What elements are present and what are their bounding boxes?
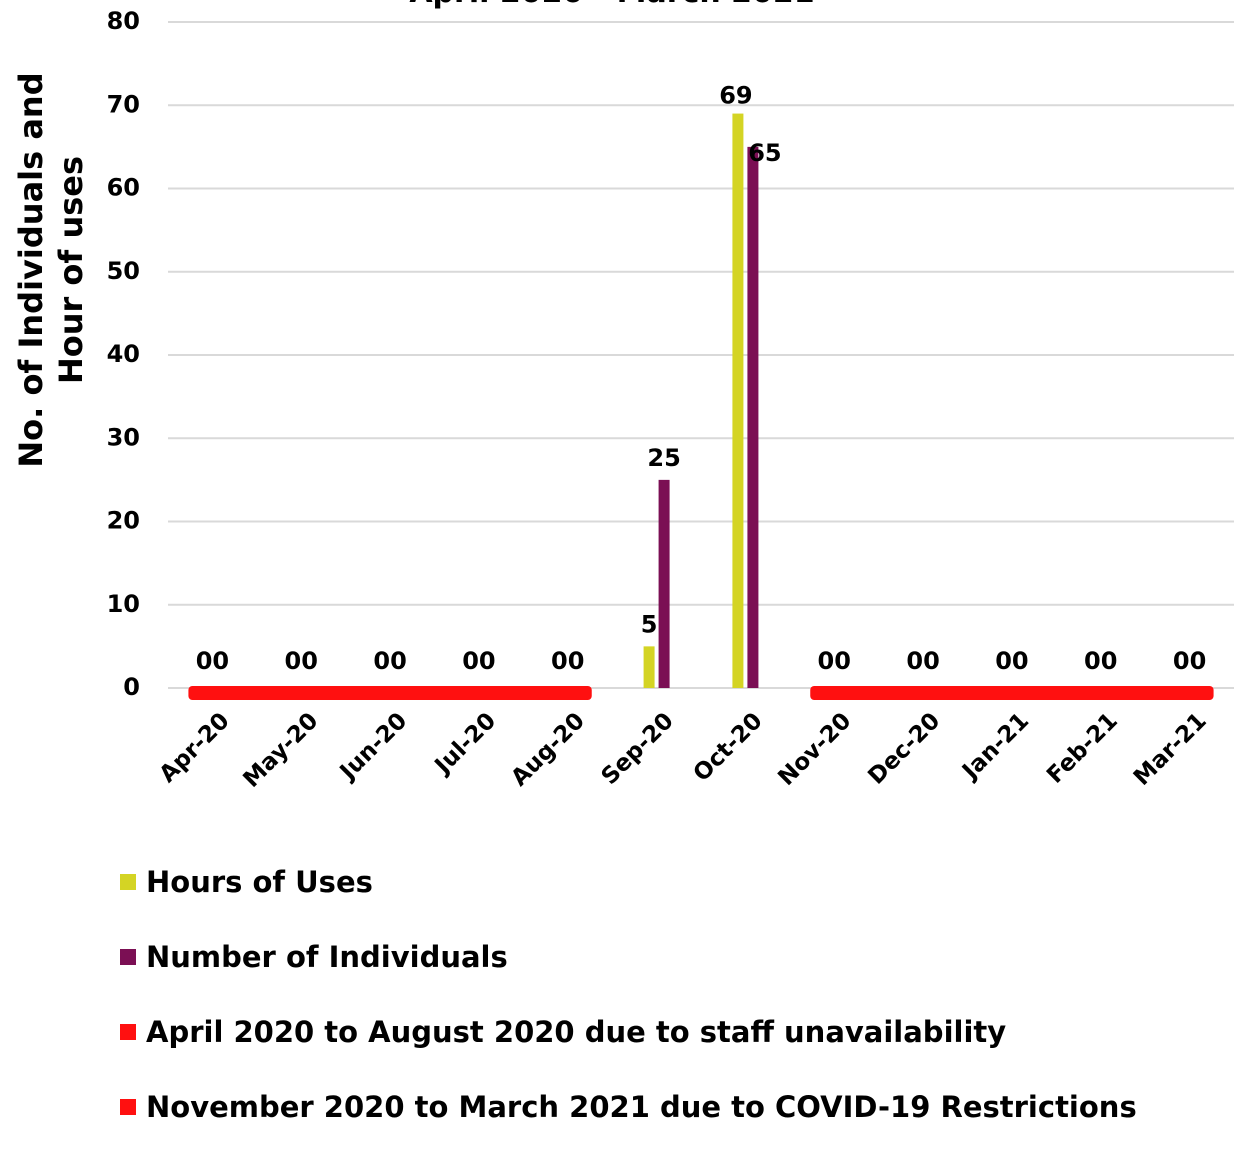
- y-tick-label: 60: [107, 174, 140, 202]
- zero-value-label: 00: [551, 647, 584, 675]
- y-tick-label: 40: [107, 340, 140, 368]
- x-tick-label: Nov-20: [773, 708, 856, 791]
- bar-individuals: [747, 146, 759, 688]
- x-tick-label: Feb-21: [1042, 708, 1123, 789]
- y-tick-label: 30: [107, 423, 140, 451]
- zero-value-label: 00: [285, 647, 318, 675]
- bar-hours: [732, 113, 744, 688]
- bar-hours: [643, 646, 655, 688]
- bar-chart: 0 10 20 30 40 50 60 70 80 April 2020 - March 2021…: [12, 0, 1234, 793]
- chart-title: April 2020 - March 2021: [409, 0, 814, 10]
- x-tick-label: Sep-20: [597, 708, 679, 790]
- restriction-period-bar: [188, 686, 592, 700]
- bar-value-label: 5: [641, 610, 658, 638]
- zero-value-label: 00: [462, 647, 495, 675]
- y-tick-label: 80: [107, 7, 140, 35]
- legend-swatch-covid: [120, 1099, 136, 1115]
- y-tick-label: 50: [107, 257, 140, 285]
- x-tick-label: Jul-20: [429, 708, 501, 780]
- x-tick-label: Dec-20: [863, 708, 945, 790]
- y-axis-label-line1: No. of Individuals and: [12, 72, 50, 467]
- chart-legend: Hours of Uses Number of Individuals Apri…: [120, 862, 1137, 1162]
- restriction-period-bar: [810, 686, 1214, 700]
- x-tick-label: Jun-20: [334, 708, 412, 786]
- legend-swatch-individuals: [120, 949, 136, 965]
- legend-label-hours: Hours of Uses: [146, 865, 373, 899]
- legend-label-individuals: Number of Individuals: [146, 940, 508, 974]
- x-tick-label: Mar-21: [1129, 708, 1212, 791]
- zero-value-label: 00: [196, 647, 229, 675]
- bar-value-label: 25: [647, 444, 680, 472]
- bar-value-label: 65: [748, 139, 781, 167]
- x-tick-label: Apr-20: [155, 708, 235, 788]
- zero-value-label: 00: [818, 647, 851, 675]
- zero-value-label: 00: [906, 647, 939, 675]
- y-axis-label-line2: Hour of uses: [52, 156, 90, 384]
- x-tick-label: Jan-21: [956, 708, 1034, 786]
- legend-item-hours-of-uses: Hours of Uses: [120, 862, 1137, 902]
- legend-label-covid: November 2020 to March 2021 due to COVID…: [146, 1090, 1137, 1124]
- y-tick-label: 0: [123, 673, 140, 701]
- zero-value-label: 00: [373, 647, 406, 675]
- x-tick-label: May-20: [238, 708, 323, 793]
- legend-item-staff-unavailability: April 2020 to August 2020 due to staff u…: [120, 1012, 1137, 1052]
- bar-individuals: [658, 479, 670, 688]
- zero-value-label: 00: [995, 647, 1028, 675]
- x-tick-label: Aug-20: [506, 708, 590, 792]
- legend-swatch-hours: [120, 874, 136, 890]
- bar-value-label: 69: [719, 82, 752, 110]
- y-tick-label: 20: [107, 507, 140, 535]
- x-tick-label: Oct-20: [689, 708, 768, 787]
- legend-swatch-staff: [120, 1024, 136, 1040]
- legend-item-number-of-individuals: Number of Individuals: [120, 937, 1137, 977]
- zero-value-label: 00: [1173, 647, 1206, 675]
- y-tick-label: 70: [107, 90, 140, 118]
- legend-label-staff: April 2020 to August 2020 due to staff u…: [146, 1015, 1007, 1049]
- y-tick-label: 10: [107, 590, 140, 618]
- zero-value-label: 00: [1084, 647, 1117, 675]
- legend-item-covid-restrictions: November 2020 to March 2021 due to COVID…: [120, 1087, 1137, 1127]
